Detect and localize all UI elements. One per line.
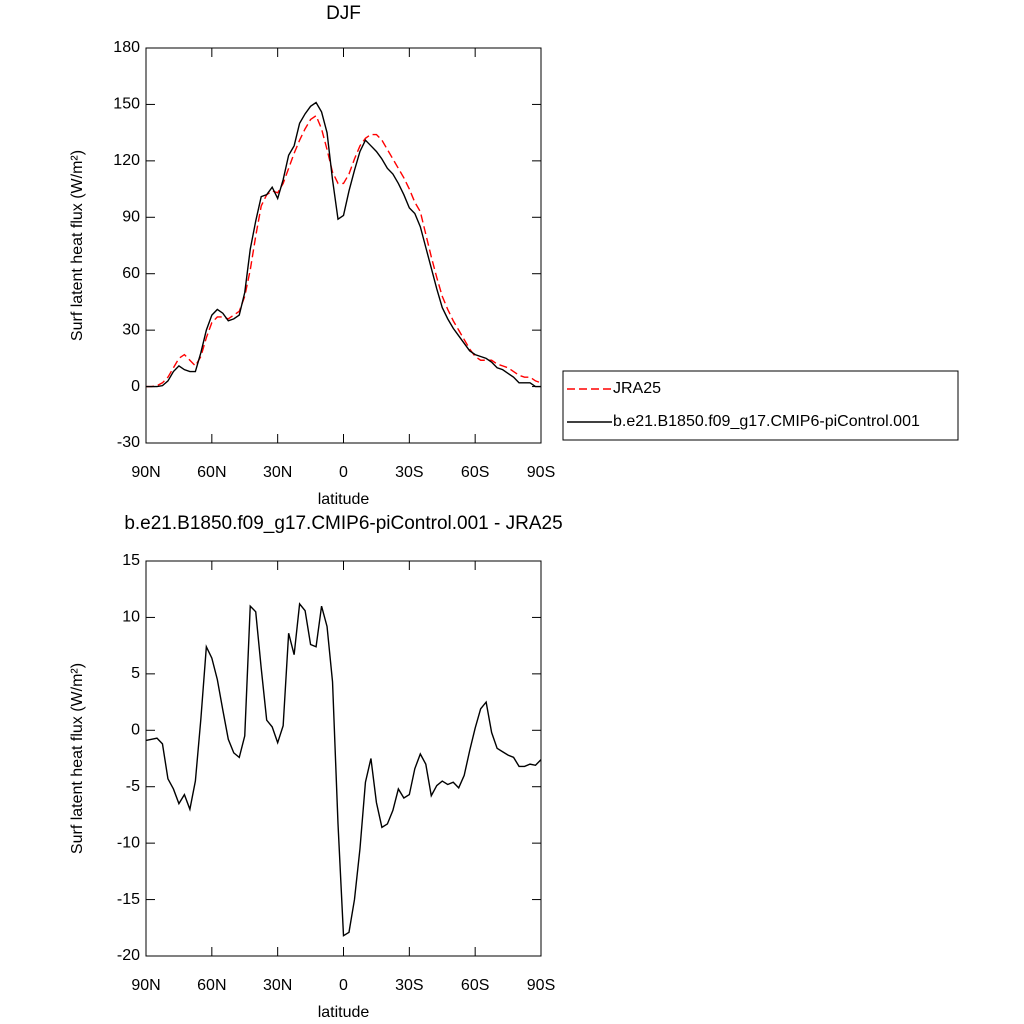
x-axis-label: latitude <box>318 491 370 508</box>
plot-frame <box>145 560 542 957</box>
x-tick-label: 60N <box>197 464 226 481</box>
legend-box <box>562 370 959 441</box>
x-axis-label: latitude <box>318 1004 370 1021</box>
legend-label: b.e21.B1850.f09_g17.CMIP6-piControl.001 <box>613 413 920 430</box>
x-tick-label: 30S <box>395 977 423 994</box>
x-tick-label: 30N <box>263 464 292 481</box>
y-axis-label: Surf latent heat flux (W/m²) <box>69 150 86 341</box>
data-line <box>145 602 542 937</box>
legend-label: JRA25 <box>613 380 661 397</box>
y-tick-label: -20 <box>117 947 140 964</box>
x-tick-label: 0 <box>339 464 348 481</box>
y-tick-label: -5 <box>126 778 140 795</box>
y-axis-label: Surf latent heat flux (W/m²) <box>69 663 86 854</box>
x-tick-label: 90S <box>527 977 555 994</box>
y-tick-label: 90 <box>122 209 140 226</box>
y-tick-label: 5 <box>131 665 140 682</box>
x-tick-label: 60S <box>461 977 489 994</box>
chart-title: b.e21.B1850.f09_g17.CMIP6-piControl.001 … <box>124 513 562 534</box>
y-tick-label: 10 <box>122 609 140 626</box>
x-tick-label: 90N <box>131 977 160 994</box>
data-line <box>146 101 541 388</box>
x-tick-label: 90S <box>527 464 555 481</box>
y-tick-label: 120 <box>113 152 140 169</box>
y-tick-label: 150 <box>113 96 140 113</box>
y-tick-label: -30 <box>117 434 140 451</box>
chart-title: DJF <box>326 3 361 24</box>
x-tick-label: 60S <box>461 464 489 481</box>
y-tick-label: 30 <box>122 321 140 338</box>
y-tick-label: 0 <box>131 378 140 395</box>
y-tick-label: -15 <box>117 891 140 908</box>
x-tick-label: 30N <box>263 977 292 994</box>
y-tick-label: 60 <box>122 265 140 282</box>
y-tick-label: 180 <box>113 39 140 56</box>
x-tick-label: 90N <box>131 464 160 481</box>
x-tick-label: 0 <box>339 977 348 994</box>
y-tick-label: 15 <box>122 552 140 569</box>
x-tick-label: 60N <box>197 977 226 994</box>
y-tick-label: 0 <box>131 722 140 739</box>
plot-frame <box>145 47 542 444</box>
y-tick-label: -10 <box>117 834 140 851</box>
data-line <box>146 114 542 388</box>
x-tick-label: 30S <box>395 464 423 481</box>
